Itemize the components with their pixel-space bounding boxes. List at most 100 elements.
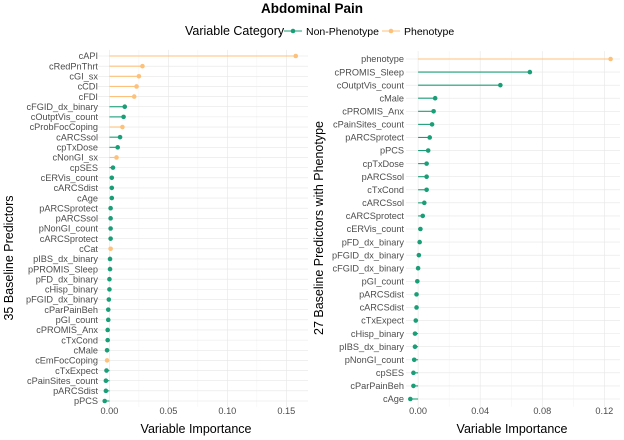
- right-panel: 27 Baseline Predictors with Phenotype Va…: [312, 51, 620, 436]
- legend-key-point: [388, 28, 394, 34]
- lollipop-point: [424, 187, 429, 193]
- x-tick-label: 0.00: [409, 406, 427, 416]
- lollipop-point: [108, 205, 113, 211]
- y-tick-label: cPROMIS_Sleep: [335, 67, 404, 77]
- lollipop-point: [105, 317, 111, 323]
- y-tick-label: pFD_dx_binary: [342, 237, 405, 247]
- lollipop-point: [415, 279, 420, 284]
- y-tick-label: pIBS_dx_binary: [33, 254, 98, 264]
- legend-label: Non-Phenotype: [306, 26, 379, 38]
- lollipop-point: [105, 327, 110, 333]
- y-tick-label: cFGID_dx_binary: [27, 102, 99, 112]
- x-tick-label: 0.08: [533, 406, 551, 416]
- y-tick-label: pARCSprotect: [345, 133, 404, 143]
- y-tick-label: pARCSsol: [362, 172, 404, 182]
- y-tick-label: phenotype: [361, 54, 404, 64]
- y-tick-label: cFGID_dx_binary: [333, 263, 405, 273]
- y-tick-label: cTxCond: [367, 185, 404, 195]
- y-tick-label: pFGID_dx_binary: [26, 295, 98, 305]
- lollipop-point: [421, 200, 427, 206]
- left-x-axis-title: Variable Importance: [141, 422, 252, 436]
- legend-label: Phenotype: [404, 26, 454, 38]
- lollipop-point: [140, 63, 145, 69]
- y-tick-label: cMale: [379, 93, 404, 103]
- y-tick-label: cARCSdist: [360, 303, 405, 313]
- lollipop-point: [134, 84, 139, 89]
- lollipop-point: [105, 337, 110, 343]
- right-gridlines: [406, 51, 620, 407]
- y-tick-label: pGI_count: [56, 315, 99, 325]
- lollipop-point: [108, 226, 113, 231]
- y-tick-label: cAge: [383, 394, 404, 404]
- lollipop-point: [418, 226, 423, 232]
- lollipop-point: [411, 383, 416, 389]
- lollipop-point: [107, 266, 113, 272]
- lollipop-point: [432, 95, 438, 101]
- y-tick-label: cpTxDose: [57, 143, 98, 153]
- y-tick-label: cERVis_count: [41, 173, 99, 183]
- lollipop-point: [293, 53, 299, 59]
- y-tick-label: cTxCond: [61, 335, 98, 345]
- y-tick-label: cAPI: [79, 51, 98, 61]
- y-tick-label: cParPainBeh: [350, 381, 404, 391]
- y-tick-label: cCat: [79, 244, 98, 254]
- left-y-tick-labels: cAPIcRedPnThrtcGI_sxcCDIcFDIcFGID_dx_bin…: [26, 51, 98, 406]
- y-tick-label: cOutptVis_count: [31, 112, 99, 122]
- lollipop-point: [411, 370, 416, 376]
- y-tick-label: cPROMIS_Anx: [36, 325, 98, 335]
- lollipop-point: [104, 368, 109, 373]
- lollipop-point: [608, 56, 613, 62]
- y-tick-label: cCDI: [78, 82, 98, 92]
- lollipop-point: [429, 122, 435, 127]
- lollipop-point: [117, 134, 123, 140]
- legend-title: Variable Category: [185, 24, 285, 38]
- right-y-tick-labels: phenotype cPROMIS_Sleep cOutptVis_count cMa…: [332, 54, 404, 404]
- y-tick-label: cFDI: [79, 92, 98, 102]
- legend-key-point: [290, 28, 296, 34]
- right-y-axis-title: 27 Baseline Predictors with Phenotype: [312, 121, 326, 335]
- y-tick-label: pPCS: [74, 396, 98, 406]
- lollipop-point: [412, 331, 418, 336]
- y-tick-label: cARCSprotect: [40, 234, 99, 244]
- chart-title: Abdominal Pain: [261, 1, 363, 16]
- lollipop-point: [121, 114, 126, 120]
- lollipop-point: [105, 307, 111, 312]
- x-tick-label: 0.12: [595, 406, 613, 416]
- left-gridlines: [98, 49, 308, 408]
- y-tick-label: pFGID_dx_binary: [332, 250, 404, 260]
- y-tick-label: cARCSprotect: [346, 211, 405, 221]
- y-tick-label: cNonGI_sx: [53, 153, 99, 163]
- lollipop-point: [413, 318, 419, 323]
- y-tick-label: cEmFocCoping: [35, 356, 98, 366]
- x-tick-label: 0.00: [100, 406, 118, 416]
- lollipop-point: [109, 175, 115, 181]
- left-lollipops: [102, 53, 299, 404]
- x-tick-label: 0.15: [277, 406, 295, 416]
- y-tick-label: cMale: [73, 345, 98, 355]
- left-x-tick-labels: 0.00 0.05 0.10 0.15: [100, 406, 295, 416]
- y-tick-label: cPROMIS_Anx: [342, 107, 404, 117]
- y-tick-label: pGI_count: [362, 277, 405, 287]
- right-lollipops: [408, 56, 613, 402]
- lollipop-point: [114, 155, 119, 160]
- y-tick-label: cERVis_count: [347, 224, 405, 234]
- y-tick-label: cOutptVis_count: [337, 80, 405, 90]
- lollipop-point: [414, 305, 419, 310]
- lollipop-point: [131, 94, 137, 99]
- right-x-axis-title: Variable Importance: [457, 422, 568, 436]
- lollipop-point: [431, 109, 436, 114]
- lollipop-point: [103, 388, 109, 394]
- lollipop-point: [415, 265, 421, 271]
- legend-entry-non-phenotype: Non-Phenotype: [284, 26, 379, 38]
- y-tick-label: cpTxDose: [363, 159, 404, 169]
- lollipop-point: [498, 82, 503, 88]
- y-tick-label: pFD_dx_binary: [36, 274, 99, 284]
- lollipop-point: [107, 287, 112, 292]
- lollipop-point: [120, 124, 125, 130]
- right-x-tick-labels: 0.00 0.04 0.08 0.12: [409, 406, 613, 416]
- y-tick-label: cARCSdist: [54, 183, 99, 193]
- lollipop-point: [108, 216, 113, 221]
- lollipop-point: [107, 276, 112, 282]
- y-tick-label: pARCSdist: [359, 290, 404, 300]
